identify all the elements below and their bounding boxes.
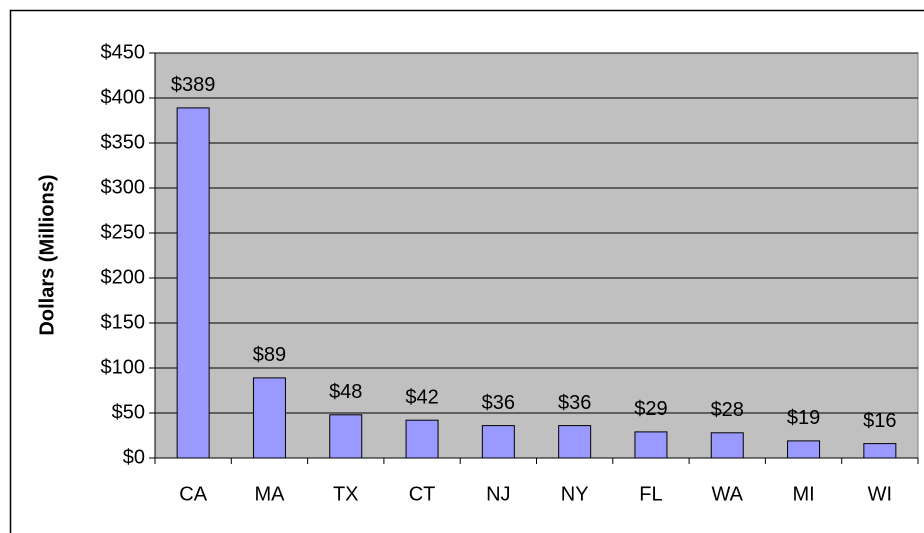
y-tick-label: $100 [101, 356, 146, 378]
data-label: $48 [329, 381, 362, 403]
chart-border [9, 9, 924, 533]
y-tick-label: $50 [112, 401, 145, 423]
data-label: $389 [171, 74, 216, 96]
data-label: $36 [482, 392, 515, 414]
x-tick-label: NY [561, 483, 589, 505]
x-tick-label: MI [792, 483, 814, 505]
bar [405, 419, 439, 459]
y-tick-label: $400 [101, 86, 146, 108]
x-tick-label: CT [409, 483, 436, 505]
bar [252, 377, 286, 459]
bar [787, 440, 821, 459]
bar [481, 425, 515, 459]
data-label: $28 [711, 399, 744, 421]
bar [634, 431, 668, 459]
y-tick-label: $250 [101, 221, 146, 243]
bar [176, 107, 210, 459]
x-tick-label: MA [254, 483, 285, 505]
bar [558, 425, 592, 459]
x-tick-label: WA [712, 483, 744, 505]
data-label: $16 [863, 410, 896, 432]
x-tick-label: WI [868, 483, 892, 505]
y-tick-label: $200 [101, 266, 146, 288]
data-label: $19 [787, 407, 820, 429]
y-axis-label: Dollars (Millions) [36, 174, 58, 335]
data-label: $42 [405, 386, 438, 408]
bar [710, 432, 744, 459]
y-tick-label: $450 [101, 41, 146, 63]
data-label: $89 [253, 344, 286, 366]
x-tick-label: NJ [486, 483, 510, 505]
x-tick-label: FL [639, 483, 662, 505]
data-label: $29 [634, 398, 667, 420]
y-tick-label: $0 [123, 446, 145, 468]
y-tick-label: $150 [101, 311, 146, 333]
bar [329, 414, 363, 459]
x-tick-label: CA [179, 483, 207, 505]
y-tick-label: $350 [101, 131, 146, 153]
bar [863, 443, 897, 459]
data-label: $36 [558, 392, 591, 414]
x-tick-label: TX [333, 483, 359, 505]
y-tick-label: $300 [101, 176, 146, 198]
